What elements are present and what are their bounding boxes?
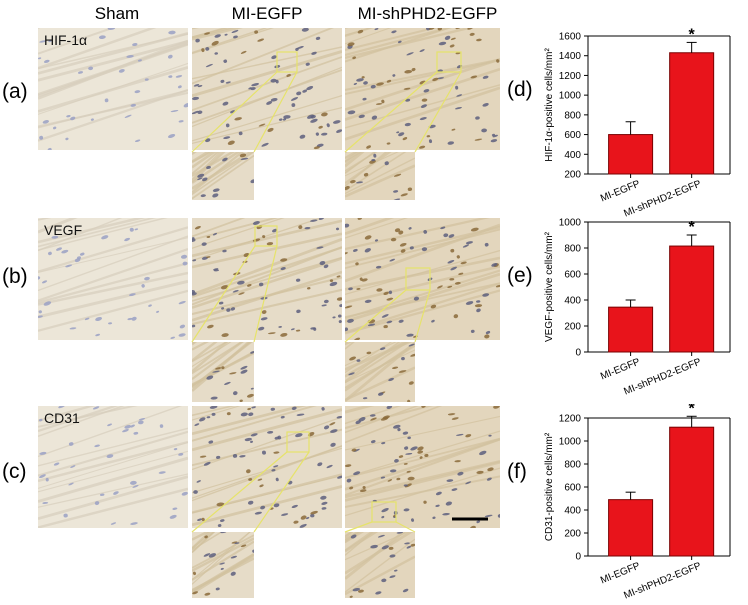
micrograph-a-sham: HIF-1α [38, 28, 188, 150]
bar [670, 246, 714, 352]
y-tick-label: 400 [564, 150, 581, 161]
column-heading-sham: Sham [62, 4, 172, 24]
bar [609, 500, 653, 556]
y-tick-label: 200 [564, 322, 581, 333]
y-tick-label: 0 [575, 552, 581, 563]
x-tick-label: MI-EGFP [599, 356, 642, 382]
micrograph-a-sh [345, 28, 500, 150]
micrograph-b-mi [192, 218, 342, 340]
y-tick-label: 1200 [559, 71, 582, 82]
micrograph-c-mi [192, 406, 342, 528]
significance-star: * [689, 26, 696, 43]
chart-cd31: 0 200 400 600 800 1000 1200 CD31-positive cells… [540, 404, 748, 605]
stain-label-a: HIF-1α [44, 32, 87, 48]
chart-vegf: 0 200 400 600 800 1000 VEGF-positive cells/mm²… [540, 208, 748, 401]
zoom-inset-a-sh [345, 152, 415, 200]
column-heading-mi-shphd2-egfp: MI-shPHD2-EGFP [345, 4, 510, 24]
significance-star: * [689, 219, 696, 236]
panel-letter-e: (e) [507, 264, 533, 288]
y-tick-label: 1400 [559, 51, 582, 62]
y-axis-label: HIF-1α-positive cells/mm² [544, 48, 555, 162]
row-letter-a: (a) [2, 80, 28, 104]
y-tick-label: 800 [564, 460, 581, 471]
row-letter-c: (c) [2, 460, 27, 484]
micrograph-b-sh [345, 218, 500, 340]
significance-star: * [689, 404, 696, 417]
x-tick-label: MI-EGFP [599, 178, 642, 204]
y-tick-label: 1000 [559, 91, 582, 102]
y-tick-label: 0 [575, 348, 581, 359]
y-tick-label: 600 [564, 483, 581, 494]
y-tick-label: 400 [564, 296, 581, 307]
bar [609, 307, 653, 352]
zoom-inset-c-sh [345, 532, 415, 598]
y-tick-label: 1000 [559, 218, 582, 229]
y-tick-label: 600 [564, 130, 581, 141]
micrograph-c-sh [345, 406, 500, 528]
stain-label-c: CD31 [44, 410, 80, 426]
panel-letter-d: (d) [507, 78, 533, 102]
y-tick-label: 1200 [559, 414, 582, 425]
bar [609, 135, 653, 174]
y-tick-label: 800 [564, 244, 581, 255]
panel-letter-f: (f) [507, 460, 527, 484]
y-tick-label: 1600 [559, 32, 582, 43]
micrograph-b-sham: VEGF [38, 218, 188, 340]
y-tick-label: 200 [564, 529, 581, 540]
micrograph-c-sham: CD31 [38, 406, 188, 528]
bar [670, 53, 714, 174]
y-tick-label: 600 [564, 270, 581, 281]
stain-label-b: VEGF [44, 222, 82, 238]
y-tick-label: 800 [564, 110, 581, 121]
y-axis-label: VEGF-positive cells/mm² [544, 231, 555, 342]
zoom-inset-b-mi [192, 342, 254, 402]
x-tick-label: MI-EGFP [599, 560, 642, 586]
y-axis-label: CD31-positive cells/mm² [544, 432, 555, 541]
y-tick-label: 200 [564, 170, 581, 181]
bar [670, 427, 714, 556]
column-heading-mi-egfp: MI-EGFP [192, 4, 342, 24]
y-tick-label: 1000 [559, 437, 582, 448]
y-tick-label: 400 [564, 506, 581, 517]
row-letter-b: (b) [2, 265, 28, 289]
zoom-inset-a-mi [192, 152, 254, 200]
zoom-inset-c-mi [192, 532, 254, 598]
chart-hif1a: 200 400 600 800 1000 1200 1400 1600 HIF-1α-posit… [540, 22, 748, 223]
micrograph-a-mi [192, 28, 342, 150]
zoom-inset-b-sh [345, 342, 415, 402]
